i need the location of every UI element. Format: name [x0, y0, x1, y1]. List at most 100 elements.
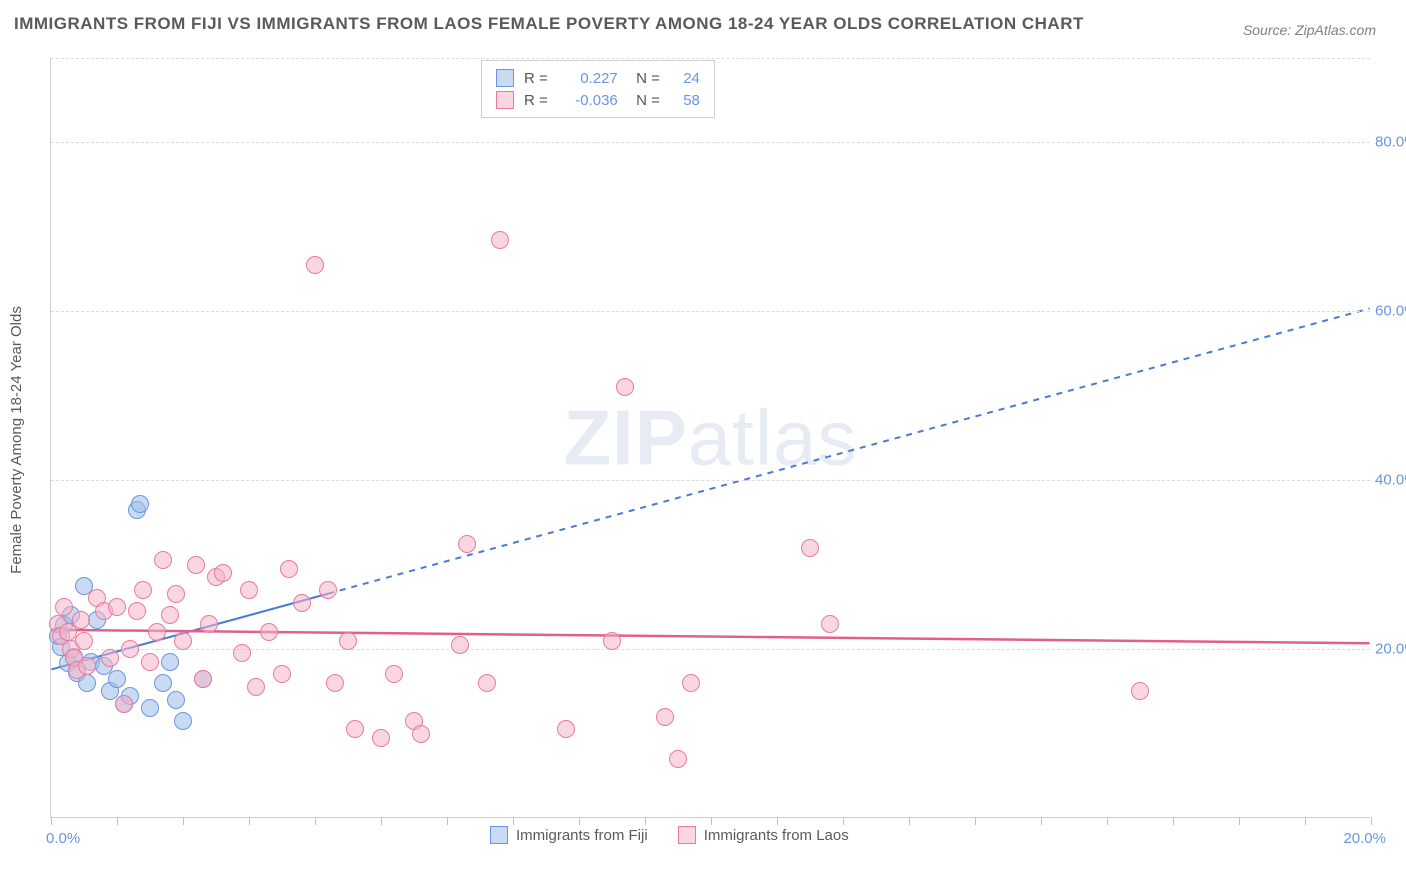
x-tick: [513, 817, 514, 825]
data-point-laos: [306, 256, 324, 274]
scatter-chart: ZIPatlas R = 0.227 N = 24 R =-0.036 N =58 2…: [50, 58, 1370, 818]
data-point-laos: [214, 564, 232, 582]
data-point-laos: [280, 560, 298, 578]
x-tick: [1173, 817, 1174, 825]
swatch-icon: [496, 91, 514, 109]
data-point-laos: [801, 539, 819, 557]
trend-lines-layer: [51, 58, 1370, 817]
x-axis-min-label: 0.0%: [46, 830, 80, 847]
watermark: ZIPatlas: [563, 392, 857, 483]
swatch-icon: [496, 69, 514, 87]
data-point-fiji: [141, 699, 159, 717]
r-label: R =: [524, 70, 548, 87]
x-tick: [183, 817, 184, 825]
x-tick: [777, 817, 778, 825]
n-value: 24: [670, 70, 700, 87]
data-point-laos: [821, 615, 839, 633]
data-point-laos: [656, 708, 674, 726]
data-point-laos: [616, 378, 634, 396]
data-point-laos: [412, 725, 430, 743]
data-point-laos: [339, 632, 357, 650]
y-tick-label: 40.0%: [1375, 472, 1406, 489]
source-attribution: Source: ZipAtlas.com: [1243, 22, 1376, 38]
correlation-legend: R = 0.227 N = 24 R =-0.036 N =58: [481, 60, 715, 118]
data-point-laos: [451, 636, 469, 654]
r-value: 0.227: [558, 70, 618, 87]
legend-label: Immigrants from Laos: [704, 827, 849, 844]
data-point-fiji: [174, 712, 192, 730]
data-point-fiji: [167, 691, 185, 709]
n-label: N =: [628, 92, 660, 109]
data-point-laos: [372, 729, 390, 747]
data-point-laos: [603, 632, 621, 650]
data-point-laos: [55, 598, 73, 616]
data-point-laos: [72, 611, 90, 629]
data-point-laos: [174, 632, 192, 650]
grid-line: [51, 480, 1370, 481]
x-tick: [447, 817, 448, 825]
correlation-row-laos: R =-0.036 N =58: [496, 89, 700, 111]
grid-line: [51, 142, 1370, 143]
data-point-laos: [293, 594, 311, 612]
x-tick: [51, 817, 52, 825]
data-point-laos: [121, 640, 139, 658]
data-point-laos: [682, 674, 700, 692]
data-point-laos: [108, 598, 126, 616]
data-point-fiji: [131, 495, 149, 513]
data-point-laos: [148, 623, 166, 641]
x-tick: [579, 817, 580, 825]
r-value: -0.036: [558, 92, 618, 109]
legend-item: Immigrants from Laos: [678, 826, 849, 844]
x-axis-max-label: 20.0%: [1343, 830, 1386, 847]
x-tick: [315, 817, 316, 825]
data-point-laos: [247, 678, 265, 696]
data-point-laos: [141, 653, 159, 671]
data-point-fiji: [161, 653, 179, 671]
y-tick-label: 20.0%: [1375, 641, 1406, 658]
data-point-fiji: [154, 674, 172, 692]
swatch-icon: [678, 826, 696, 844]
data-point-laos: [128, 602, 146, 620]
x-tick: [711, 817, 712, 825]
x-tick: [909, 817, 910, 825]
data-point-laos: [200, 615, 218, 633]
chart-title: IMMIGRANTS FROM FIJI VS IMMIGRANTS FROM …: [14, 14, 1084, 34]
x-tick: [975, 817, 976, 825]
data-point-laos: [478, 674, 496, 692]
y-axis-title: Female Poverty Among 18-24 Year Olds: [8, 306, 25, 574]
x-tick: [1305, 817, 1306, 825]
data-point-laos: [101, 649, 119, 667]
x-tick: [1371, 817, 1372, 825]
data-point-laos: [1131, 682, 1149, 700]
legend-item: Immigrants from Fiji: [490, 826, 648, 844]
data-point-laos: [669, 750, 687, 768]
data-point-laos: [167, 585, 185, 603]
n-label: N =: [628, 70, 660, 87]
data-point-laos: [233, 644, 251, 662]
swatch-icon: [490, 826, 508, 844]
data-point-laos: [458, 535, 476, 553]
data-point-laos: [557, 720, 575, 738]
x-tick: [1107, 817, 1108, 825]
data-point-laos: [326, 674, 344, 692]
data-point-laos: [75, 632, 93, 650]
data-point-laos: [187, 556, 205, 574]
y-tick-label: 80.0%: [1375, 134, 1406, 151]
data-point-laos: [154, 551, 172, 569]
legend-label: Immigrants from Fiji: [516, 827, 648, 844]
y-tick-label: 60.0%: [1375, 303, 1406, 320]
x-tick: [117, 817, 118, 825]
x-tick: [645, 817, 646, 825]
data-point-laos: [319, 581, 337, 599]
series-legend: Immigrants from Fiji Immigrants from Laos: [490, 826, 849, 844]
grid-line: [51, 58, 1370, 59]
data-point-laos: [240, 581, 258, 599]
grid-line: [51, 311, 1370, 312]
data-point-laos: [161, 606, 179, 624]
data-point-fiji: [108, 670, 126, 688]
data-point-laos: [491, 231, 509, 249]
x-tick: [843, 817, 844, 825]
data-point-laos: [260, 623, 278, 641]
trend-line-fiji: [328, 308, 1369, 593]
data-point-laos: [115, 695, 133, 713]
